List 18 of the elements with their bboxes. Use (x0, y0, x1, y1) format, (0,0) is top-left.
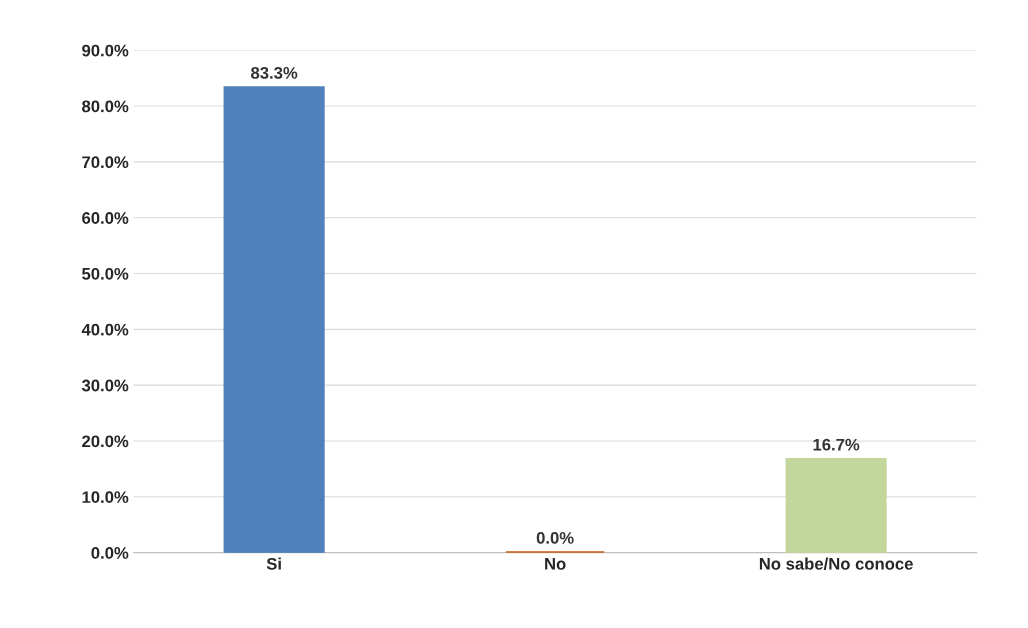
x-tick-label: No sabe/No conoce (759, 557, 913, 570)
x-tick-label: No (545, 558, 566, 570)
y-tick-label: 10.0% (82, 491, 129, 504)
y-tick-label: 30.0% (81, 379, 129, 392)
y-tick-label: 90.0% (82, 44, 129, 57)
bar (785, 458, 887, 553)
data-label: 83.3% (251, 66, 298, 79)
y-tick-label: 50.0% (82, 267, 129, 280)
y-tick-label: 0.0% (91, 547, 129, 559)
y-tick-label: 80.0% (82, 100, 129, 113)
x-tick-label: Si (266, 557, 281, 570)
y-tick-label: 20.0% (82, 435, 129, 448)
data-label: 16.7% (813, 438, 860, 451)
data-label: 0.0% (536, 531, 574, 544)
y-tick-label: 60.0% (82, 212, 129, 224)
y-tick-label: 70.0% (82, 156, 129, 169)
y-tick-label: 40.0% (81, 323, 129, 336)
bar (223, 86, 325, 553)
